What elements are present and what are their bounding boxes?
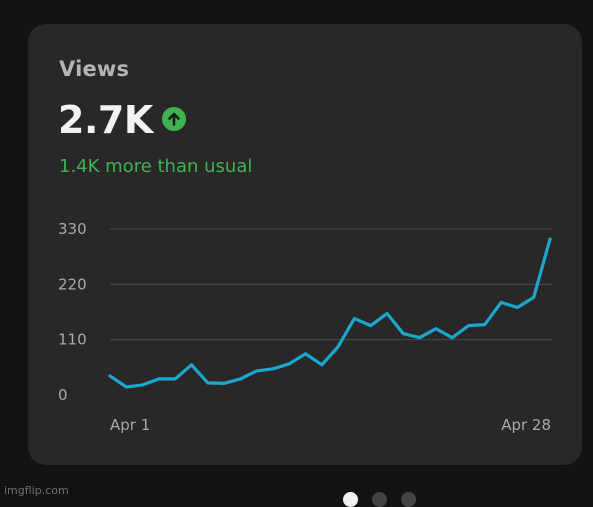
views-line-chart: 0 110 220 330 Apr 1 Apr 28 [58,220,552,434]
y-tick-label: 220 [58,275,87,293]
delta-text: 1.4K more than usual [59,156,253,177]
y-tick-label: 0 [58,386,68,404]
y-tick-label: 330 [58,220,87,238]
arrow-up-circle-icon [162,107,186,131]
card-title: Views [59,57,130,81]
views-card: Views 2.7K 1.4K more than usual 0 110 220 3… [28,24,582,465]
x-tick-label: Apr 1 [110,416,150,434]
y-tick-label: 110 [58,331,87,349]
views-value: 2.7K [58,98,153,142]
x-tick-label: Apr 28 [501,416,551,434]
watermark: imgflip.com [4,484,69,497]
views-series-line [108,237,552,389]
